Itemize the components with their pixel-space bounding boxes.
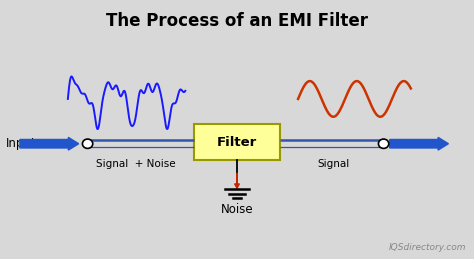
Circle shape xyxy=(82,139,93,148)
Text: Signal: Signal xyxy=(317,159,349,169)
Text: Input: Input xyxy=(6,137,36,150)
FancyBboxPatch shape xyxy=(194,124,280,160)
Text: Noise: Noise xyxy=(221,203,253,216)
FancyArrow shape xyxy=(390,137,448,150)
FancyArrow shape xyxy=(235,173,239,188)
FancyArrow shape xyxy=(20,137,79,150)
Text: The Process of an EMI Filter: The Process of an EMI Filter xyxy=(106,12,368,30)
Text: Signal  + Noise: Signal + Noise xyxy=(96,159,176,169)
Text: IQSdirectory.com: IQSdirectory.com xyxy=(389,243,466,252)
Text: Filter: Filter xyxy=(217,136,257,149)
Circle shape xyxy=(378,139,389,148)
